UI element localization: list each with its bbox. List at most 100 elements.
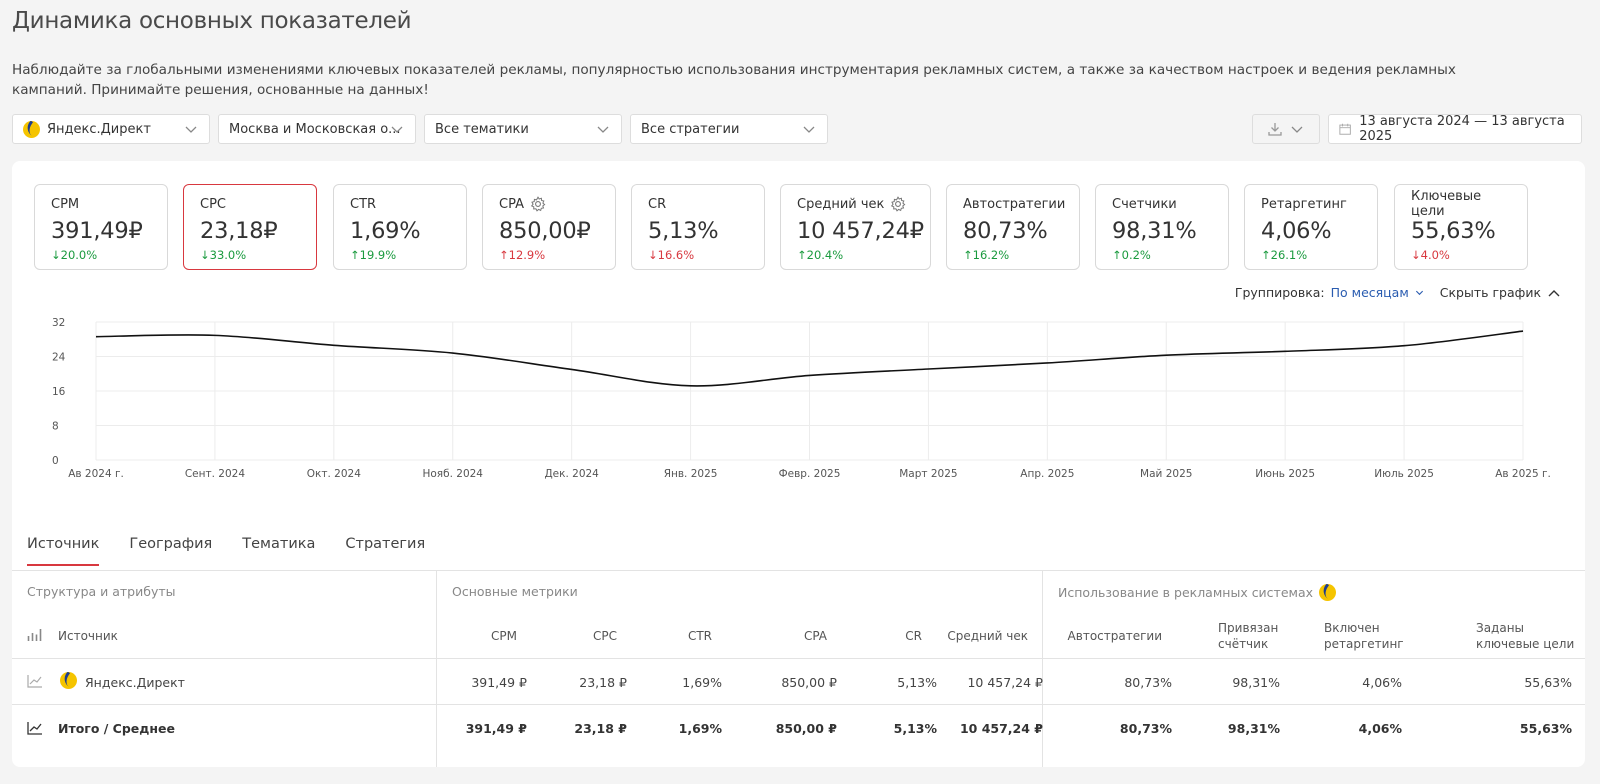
header-retargeting[interactable]: Включен ретаргетинг — [1324, 620, 1404, 652]
kpi-card-cpm[interactable]: CPM 391,49₽ ↓20.0% — [34, 184, 168, 270]
date-range-picker[interactable]: 13 августа 2024 — 13 августа 2025 — [1328, 114, 1582, 144]
total-cpm: 391,49 ₽ — [465, 721, 527, 736]
kpi-change: ↑0.2% — [1112, 248, 1151, 262]
kpi-label-text: Ретаргетинг — [1261, 196, 1347, 212]
cell-cr: 5,13% — [897, 675, 937, 690]
kpi-card-cr[interactable]: CR 5,13% ↓16.6% — [631, 184, 765, 270]
x-tick-label: Дек. 2024 — [544, 468, 599, 480]
page-description: Наблюдайте за глобальными изменениями кл… — [12, 62, 1456, 98]
chevron-down-icon — [391, 126, 403, 133]
y-tick-label: 32 — [52, 317, 65, 329]
total-counter: 98,31% — [1227, 721, 1280, 736]
header-divider — [12, 658, 1585, 659]
x-tick-label: Июнь 2025 — [1255, 468, 1315, 480]
header-cpa[interactable]: CPA — [803, 629, 827, 643]
total-cpc: 23,18 ₽ — [574, 721, 627, 736]
calendar-icon — [1339, 123, 1351, 135]
total-cr: 5,13% — [893, 721, 937, 736]
header-retargeting-line2: ретаргетинг — [1324, 637, 1404, 651]
tab-geography[interactable]: География — [129, 536, 213, 552]
kpi-card-ctr[interactable]: CTR 1,69% ↑19.9% — [333, 184, 467, 270]
source-select[interactable]: Яндекс.Директ — [12, 114, 210, 144]
x-tick-label: Март 2025 — [899, 468, 957, 480]
line-chart: 0 8 16 24 32 Ав 2024 г. Сент. 2024 Окт. 2024 Ноя… — [52, 317, 1551, 480]
x-tick-label: Сент. 2024 — [185, 468, 245, 480]
kpi-label-text: Счетчики — [1112, 196, 1177, 212]
gear-icon[interactable] — [530, 196, 546, 212]
x-tick-label: Май 2025 — [1140, 468, 1192, 480]
trend-icon[interactable] — [27, 674, 43, 688]
header-source: Источник — [58, 629, 118, 643]
cell-cpm: 391,49 ₽ — [471, 675, 527, 690]
kpi-change: ↓4.0% — [1411, 248, 1450, 262]
kpi-card-автостратегии[interactable]: Автостратегии 80,73% ↑16.2% — [946, 184, 1080, 270]
kpi-card-средний-чек[interactable]: Средний чек 10 457,24₽ ↑20.4% — [780, 184, 931, 270]
kpi-card-cpc[interactable]: CPC 23,18₽ ↓33.0% — [183, 184, 317, 270]
kpi-change: ↑12.9% — [499, 248, 546, 262]
kpi-card-ретаргетинг[interactable]: Ретаргетинг 4,06% ↑26.1% — [1244, 184, 1378, 270]
source-select-value: Яндекс.Директ — [47, 121, 151, 137]
header-ctr[interactable]: CTR — [687, 629, 712, 643]
kpi-change: ↓20.0% — [51, 248, 98, 262]
kpi-label-text: Ключевые цели — [1411, 189, 1482, 219]
kpi-card-счетчики[interactable]: Счетчики 98,31% ↑0.2% — [1095, 184, 1229, 270]
header-autostrategies[interactable]: Автостратегии — [1067, 629, 1162, 643]
tab-source[interactable]: Источник — [27, 536, 100, 566]
column-group-divider — [436, 571, 437, 767]
y-tick-label: 16 — [52, 386, 66, 398]
region-select-value: Москва и Московская о... — [229, 121, 401, 137]
group-usage-label: Использование в рекламных системах — [1058, 585, 1314, 600]
header-cr[interactable]: CR — [905, 629, 922, 643]
hide-chart-button[interactable]: Скрыть график — [1439, 285, 1541, 300]
y-tick-label: 0 — [52, 455, 59, 467]
x-tick-label: Ав 2025 г. — [1495, 468, 1551, 480]
kpi-card-cpa[interactable]: CPA 850,00₽ ↑12.9% — [482, 184, 616, 270]
kpi-change: ↓16.6% — [648, 248, 695, 262]
kpi-card-ключевые-цели[interactable]: Ключевые цели 55,63% ↓4.0% — [1394, 184, 1528, 270]
header-counter-line1: Привязан — [1218, 621, 1279, 635]
filters-bar: Яндекс.Директ Москва и Московская о... В… — [12, 114, 1586, 144]
total-retargeting: 4,06% — [1358, 721, 1402, 736]
region-select[interactable]: Москва и Московская о... — [218, 114, 416, 144]
chevron-down-icon — [597, 126, 609, 133]
group-metrics: Основные метрики — [452, 584, 578, 599]
group-structure: Структура и атрибуты — [27, 584, 176, 599]
kpi-value: 4,06% — [1261, 218, 1332, 244]
gear-icon[interactable] — [890, 196, 906, 212]
tab-topic[interactable]: Тематика — [242, 536, 316, 552]
header-cpm[interactable]: CPM — [491, 629, 517, 643]
header-counter-line2: счётчик — [1218, 637, 1269, 651]
kpi-label: Ключевые цели — [1411, 189, 1511, 219]
grouping-control: Группировка: По месяцам Скрыть график — [1235, 285, 1561, 300]
dashboard-card: CPM 391,49₽ ↓20.0% CPC 23,18₽ ↓33.0% CTR 1,69% ↑… — [12, 161, 1585, 767]
kpi-change: ↑26.1% — [1261, 248, 1308, 262]
strategy-select[interactable]: Все стратегии — [630, 114, 828, 144]
cell-cpc: 23,18 ₽ — [579, 675, 627, 690]
x-tick-label: Ав 2024 г. — [68, 468, 124, 480]
chevron-up-icon[interactable] — [1547, 288, 1561, 298]
kpi-change: ↑16.2% — [963, 248, 1010, 262]
x-tick-label: Янв. 2025 — [664, 468, 718, 480]
cell-autostrategies: 80,73% — [1124, 675, 1172, 690]
header-counter[interactable]: Привязан счётчик — [1218, 620, 1278, 652]
kpi-label: Счетчики — [1112, 196, 1212, 212]
bar-chart-icon[interactable] — [27, 628, 43, 642]
topic-select[interactable]: Все тематики — [424, 114, 622, 144]
total-goals: 55,63% — [1519, 721, 1572, 736]
kpi-label-text: Автостратегии — [963, 196, 1066, 212]
kpi-value: 850,00₽ — [499, 218, 591, 244]
total-label: Итого / Среднее — [58, 721, 175, 736]
header-avg-check[interactable]: Средний чек — [947, 629, 1028, 643]
download-button[interactable] — [1252, 114, 1320, 144]
header-cpc[interactable]: CPC — [593, 629, 617, 643]
kpi-label: Средний чек — [797, 196, 914, 212]
grouping-select[interactable]: По месяцам — [1330, 285, 1409, 300]
header-goals[interactable]: Заданы ключевые цели — [1476, 620, 1574, 652]
total-autostrategies: 80,73% — [1119, 721, 1172, 736]
kpi-label: CPM — [51, 196, 151, 212]
yandex-direct-logo — [1319, 584, 1337, 601]
download-icon — [1268, 123, 1282, 136]
tab-strategy[interactable]: Стратегия — [345, 536, 426, 552]
kpi-value: 391,49₽ — [51, 218, 143, 244]
trend-icon[interactable] — [27, 721, 43, 735]
